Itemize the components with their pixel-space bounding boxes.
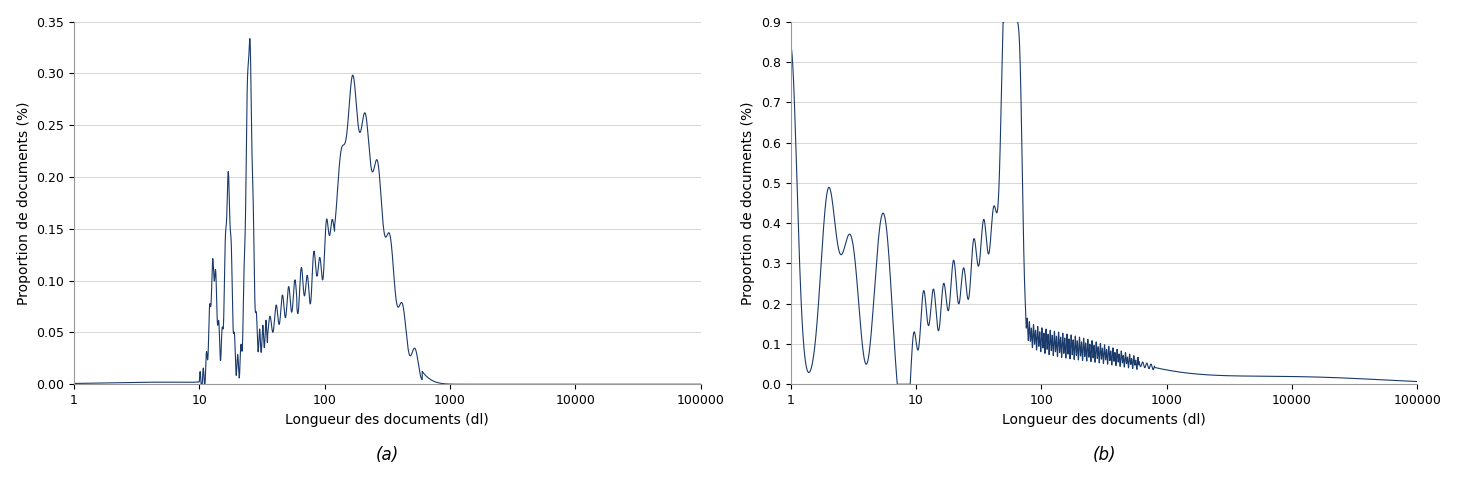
Y-axis label: Proportion de documents (%): Proportion de documents (%) bbox=[741, 101, 755, 305]
Y-axis label: Proportion de documents (%): Proportion de documents (%) bbox=[16, 101, 31, 305]
X-axis label: Longueur des documents (dl): Longueur des documents (dl) bbox=[286, 413, 490, 427]
Text: (b): (b) bbox=[1092, 446, 1115, 464]
X-axis label: Longueur des documents (dl): Longueur des documents (dl) bbox=[1002, 413, 1206, 427]
Text: (a): (a) bbox=[376, 446, 399, 464]
